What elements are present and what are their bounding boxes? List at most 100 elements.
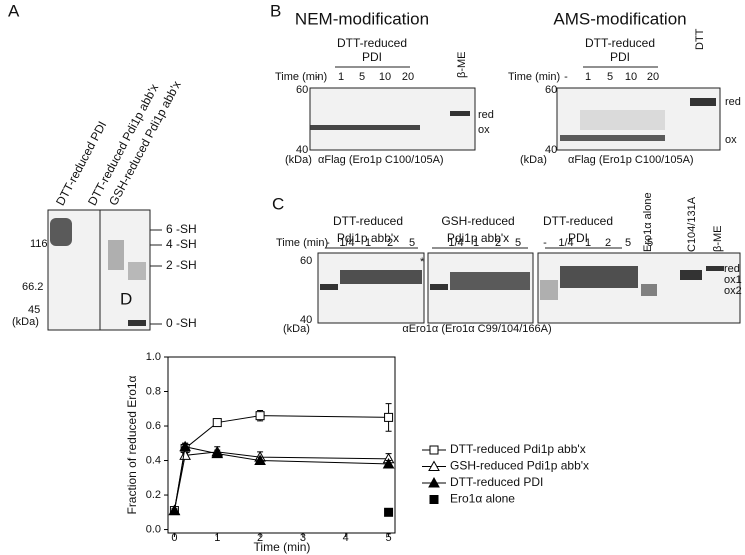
y-tick-label: 0.6	[146, 420, 161, 432]
marker-label: 60	[300, 255, 312, 267]
marker-label: 40	[545, 144, 557, 156]
x-tick-label: 5	[386, 532, 392, 544]
marker	[382, 457, 395, 469]
treatment: GSH-reduced	[441, 214, 514, 228]
form-label: ox2	[724, 285, 742, 297]
legend-label: DTT-reduced Pdi1p abb'x	[450, 442, 586, 456]
lane-label: 5	[647, 237, 653, 249]
x-tick-label: 4	[343, 532, 349, 544]
band	[310, 125, 420, 130]
treatment: DTT-reduced	[333, 214, 403, 228]
lane-label: 10	[379, 71, 391, 83]
treatment: DTT-reduced	[337, 36, 407, 50]
lane-label: β-ME	[712, 226, 724, 253]
marker	[179, 440, 191, 452]
x-axis-title: Time (min)	[254, 540, 311, 554]
lane-label: -	[326, 237, 330, 249]
form-label: ox1	[724, 274, 742, 286]
lane-label: 2	[495, 237, 501, 249]
legend-label: GSH-reduced Pdi1p abb'x	[450, 459, 589, 473]
blot-title: NEM-modification	[295, 9, 429, 28]
band	[50, 218, 72, 246]
lane-label: C104/131A	[686, 196, 698, 252]
treatment: DTT-reduced	[585, 36, 655, 50]
x-tick-label: 2	[257, 532, 263, 544]
legend-marker	[428, 460, 440, 471]
marker	[384, 412, 394, 422]
y-tick-label: 0.8	[146, 385, 161, 397]
marker-label: (kDa)	[285, 154, 312, 166]
band	[340, 270, 422, 284]
lane-label: 1	[338, 71, 344, 83]
blot-title: AMS-modification	[553, 9, 686, 28]
lane-label: 1	[585, 71, 591, 83]
legend-marker	[429, 445, 439, 455]
band-label: 0 -SH	[166, 316, 197, 330]
gel	[309, 87, 476, 151]
lane-label: 5	[607, 71, 613, 83]
marker-label: 40	[296, 144, 308, 156]
time-label: Time (min)	[508, 71, 560, 83]
marker	[384, 507, 394, 517]
band	[560, 266, 638, 288]
band	[560, 135, 665, 141]
lane-label: 1/4	[558, 237, 573, 249]
band	[128, 320, 146, 326]
band	[128, 262, 146, 280]
band	[680, 270, 702, 280]
lane-label: 20	[647, 71, 659, 83]
marker-label: 116	[30, 238, 48, 250]
lane-label: 1/4	[339, 237, 354, 249]
legend-marker	[429, 495, 439, 504]
treatment: DTT-reduced	[543, 214, 613, 228]
antibody: αFlag (Ero1p C100/105A)	[568, 154, 694, 166]
form-label: ox	[478, 124, 490, 136]
lane-label: 2	[605, 237, 611, 249]
lane-label: -	[543, 237, 547, 249]
lane-label: 1	[473, 237, 479, 249]
band	[641, 284, 657, 296]
lane-label: 1/4	[448, 237, 463, 249]
panel-label: B	[270, 1, 281, 20]
treatment: Pdi1p abb'x	[337, 231, 399, 245]
panel-label: A	[8, 1, 20, 20]
band	[580, 110, 665, 130]
marker-label: 45	[28, 304, 40, 316]
panel-c: C DTT-reduced Pdi1p abb'x GSH-reduced Pd…	[272, 192, 742, 334]
x-tick-label: 3	[300, 532, 306, 544]
marker-label: 66.2	[22, 281, 43, 293]
lane-label: 5	[409, 237, 415, 249]
marker-label: (kDa)	[520, 154, 547, 166]
series-line	[173, 446, 389, 511]
form-label: ox	[725, 134, 737, 146]
panel-b: B NEM-modification DTT-reduced PDI Time …	[270, 1, 494, 165]
marker-label: 60	[545, 84, 557, 96]
form-label: red	[478, 109, 494, 121]
lane-label: 2	[387, 237, 393, 249]
time-label: Time (min)	[275, 71, 327, 83]
lane-label: 5	[515, 237, 521, 249]
legend-label: Ero1α alone	[450, 492, 515, 506]
marker-label: (kDa)	[12, 316, 39, 328]
marker	[168, 504, 181, 516]
y-tick-label: 0.0	[146, 523, 161, 535]
band-label: 4 -SH	[166, 237, 197, 251]
band-label: 6 -SH	[166, 222, 197, 236]
lane-label: 1	[585, 237, 591, 249]
band	[690, 98, 716, 106]
y-tick-label: 1.0	[146, 351, 161, 363]
marker	[211, 447, 224, 459]
lane-label: 5	[625, 237, 631, 249]
legend-label: DTT-reduced PDI	[450, 475, 543, 489]
band	[430, 284, 448, 290]
legend-marker	[428, 476, 440, 488]
lane-label: 5	[359, 71, 365, 83]
y-tick-label: 0.2	[146, 489, 161, 501]
lane-label: 1	[365, 237, 371, 249]
marker	[179, 449, 191, 460]
panel-label: C	[272, 194, 284, 213]
form-label: red	[725, 96, 741, 108]
marker	[254, 454, 266, 466]
treatment: PDI	[568, 231, 588, 245]
